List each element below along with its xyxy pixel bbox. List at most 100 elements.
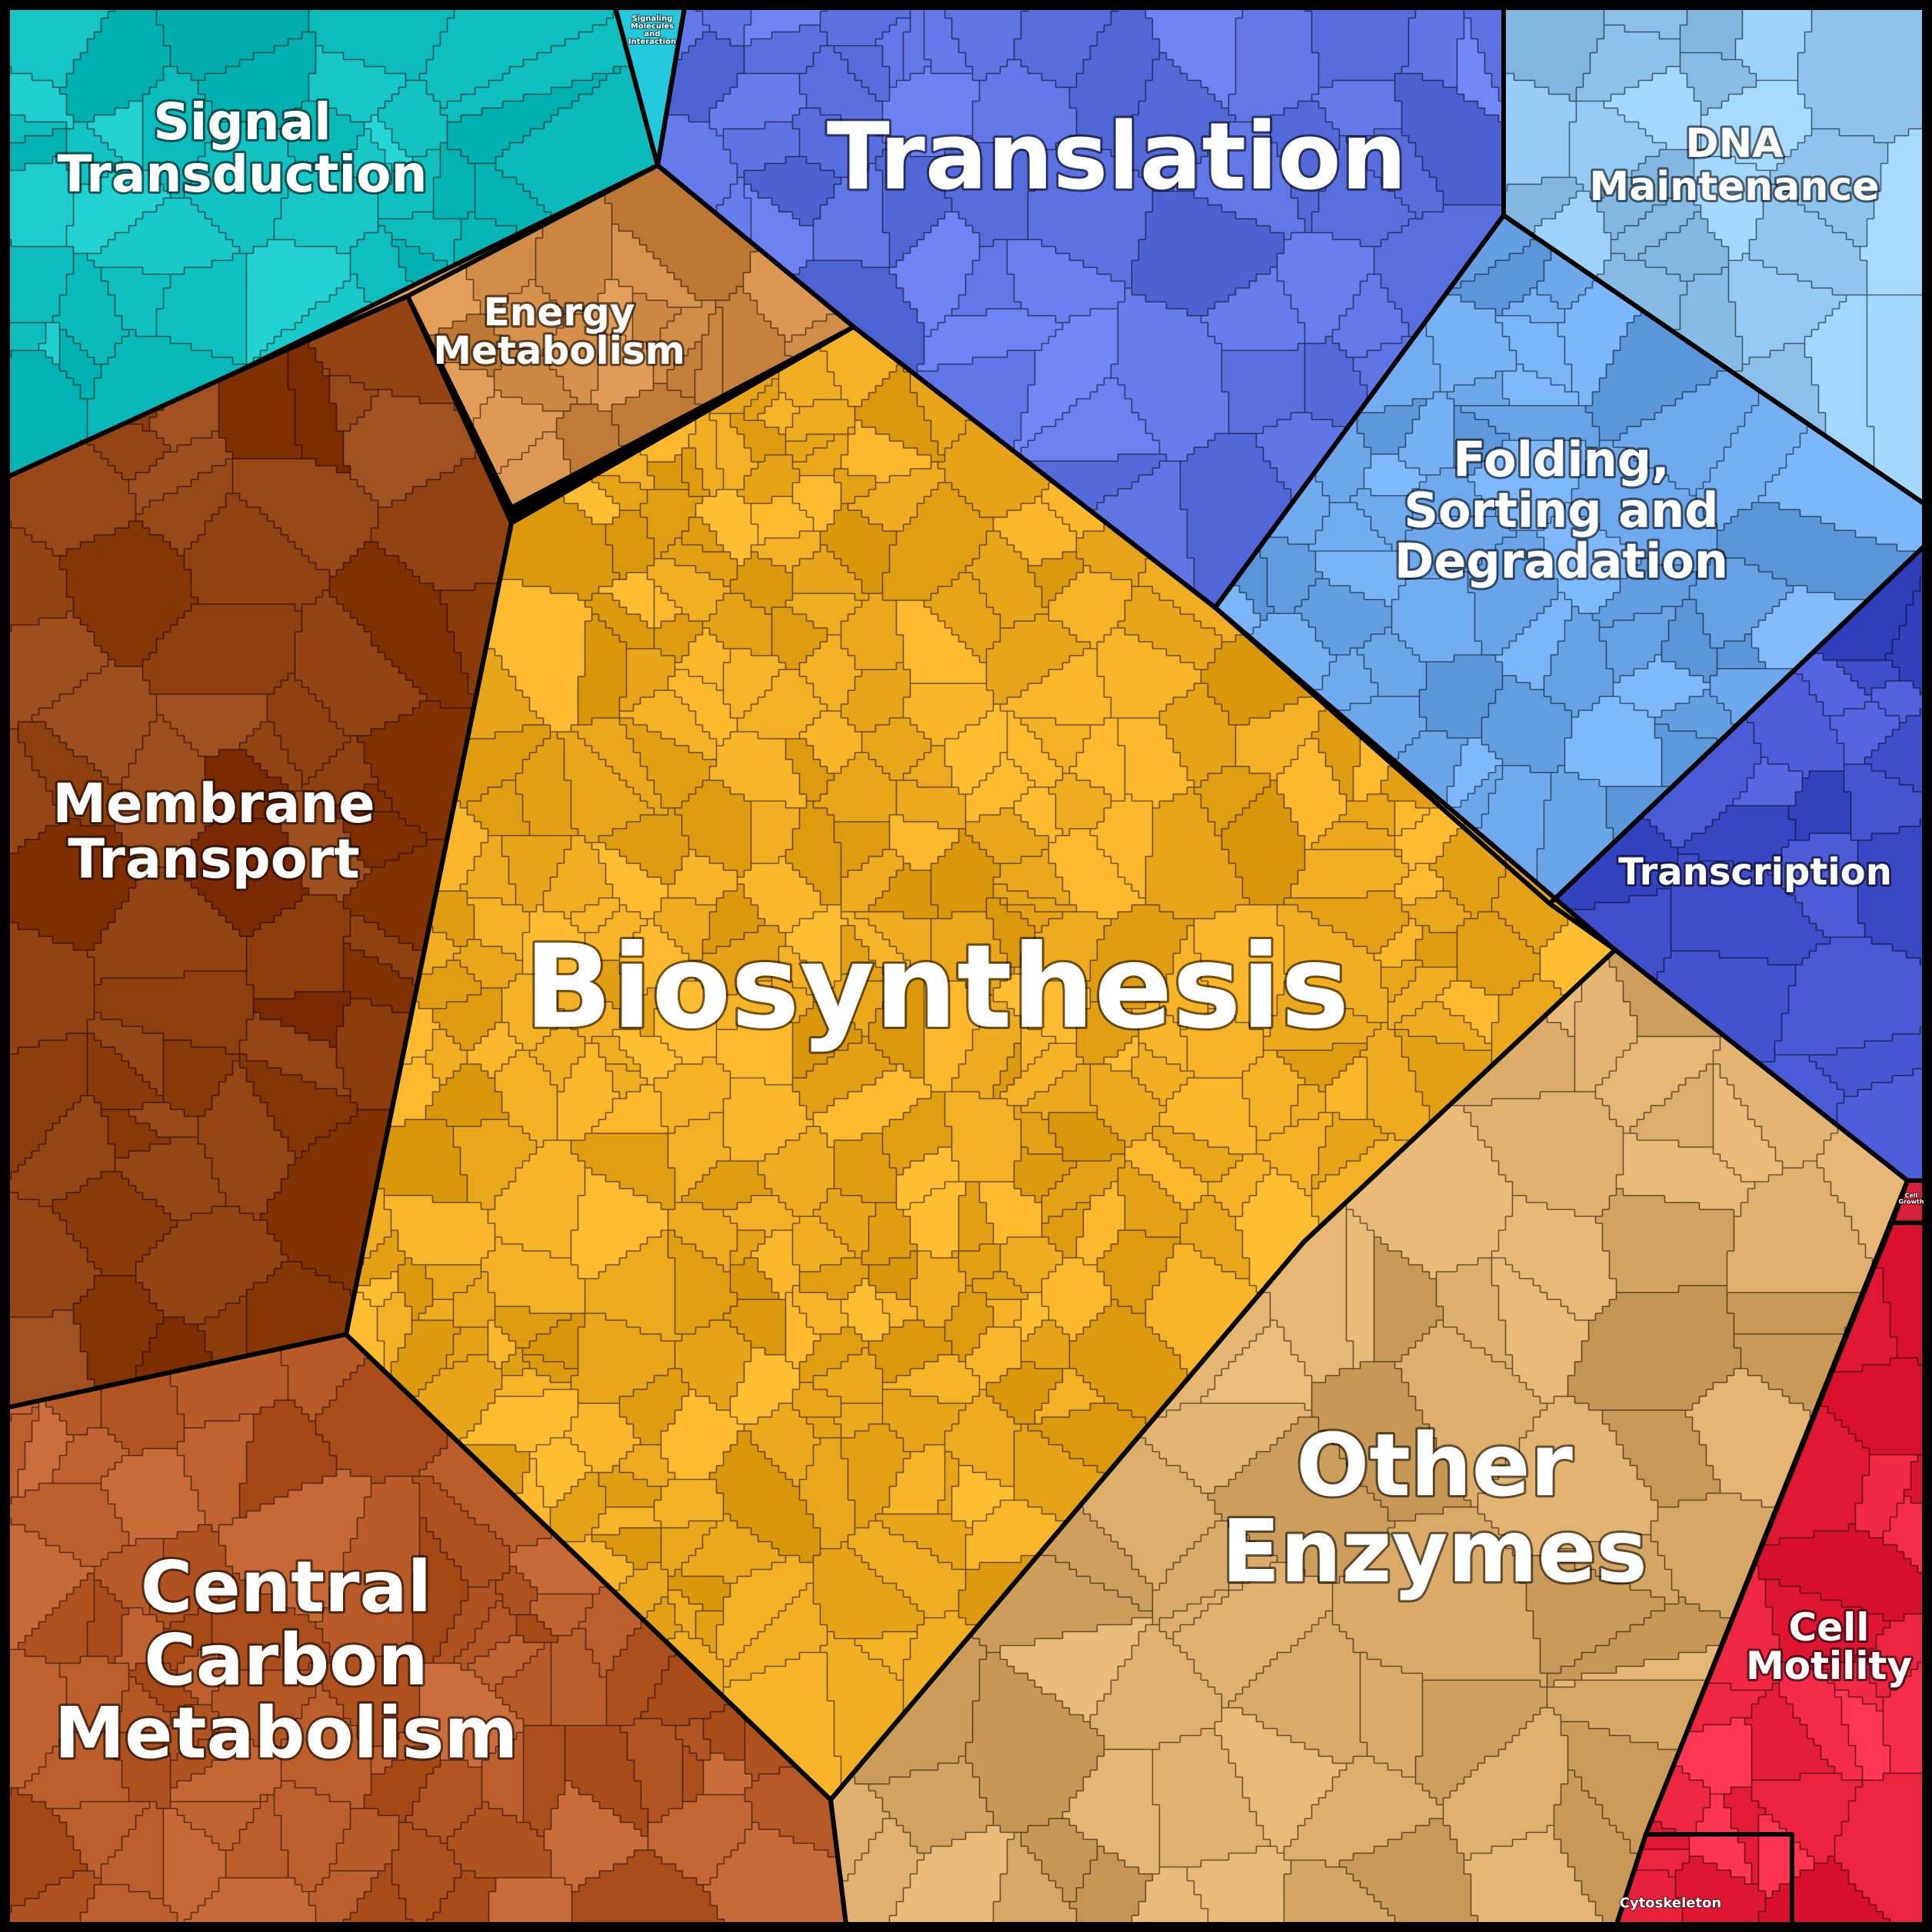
voronoi-cell bbox=[723, 1583, 828, 1687]
voronoi-cell bbox=[1014, 1105, 1063, 1154]
voronoi-cell bbox=[232, 458, 378, 577]
voronoi-cell bbox=[52, 1801, 150, 1878]
voronoi-cell bbox=[281, 306, 351, 473]
label-central-carbon: Central Carbon Metabolism bbox=[55, 1546, 518, 1774]
voronoi-cell bbox=[1315, 551, 1406, 607]
voronoi-cell bbox=[1180, 1008, 1264, 1078]
voronoi-cell bbox=[1809, 1027, 1924, 1097]
voronoi-cell bbox=[156, 8, 309, 81]
voronoi-cell bbox=[1124, 1133, 1208, 1210]
voronoi-cell bbox=[488, 1877, 572, 1924]
voronoi-cell bbox=[1779, 1662, 1863, 1780]
voronoi-cell bbox=[1447, 225, 1565, 316]
voronoi-cell bbox=[1481, 675, 1572, 773]
voronoi-cell bbox=[619, 1368, 689, 1445]
voronoi-cell bbox=[32, 659, 157, 784]
voronoi-cell bbox=[1774, 937, 1924, 1055]
voronoi-cell bbox=[875, 18, 911, 88]
label-line: Other bbox=[1296, 1416, 1573, 1516]
voronoi-cell bbox=[356, 1271, 398, 1307]
voronoi-cell bbox=[1097, 628, 1201, 718]
voronoi-cell bbox=[8, 922, 95, 1054]
voronoi-cell bbox=[432, 988, 502, 1051]
voronoi-cell bbox=[8, 611, 108, 729]
voronoi-cell bbox=[115, 1677, 171, 1740]
voronoi-cell bbox=[59, 1656, 129, 1733]
voronoi-cell bbox=[1304, 8, 1416, 88]
voronoi-cell bbox=[1597, 149, 1701, 240]
voronoi-cell bbox=[135, 458, 233, 556]
voronoi-cell bbox=[481, 1237, 585, 1314]
voronoi-cell bbox=[101, 1448, 205, 1546]
voronoi-cell bbox=[1394, 73, 1504, 205]
voronoi-cell bbox=[668, 1230, 738, 1334]
voronoi-cell bbox=[1346, 128, 1444, 219]
voronoi-cell bbox=[488, 1140, 585, 1258]
voronoi-cell bbox=[170, 818, 309, 937]
voronoi-cell bbox=[557, 981, 620, 1044]
voronoi-cell bbox=[709, 413, 758, 490]
voronoi-cell bbox=[1131, 1043, 1194, 1106]
voronoi-cell bbox=[1613, 655, 1710, 718]
voronoi-cell bbox=[1680, 52, 1757, 115]
voronoi-cell bbox=[1447, 371, 1510, 406]
voronoi-cell bbox=[591, 279, 633, 342]
label-translation: Translation bbox=[827, 104, 1407, 211]
voronoi-cell bbox=[1014, 911, 1111, 981]
voronoi-cell bbox=[730, 1230, 765, 1265]
voronoi-cell bbox=[668, 1590, 703, 1639]
voronoi-cell bbox=[184, 493, 330, 611]
voronoi-cell bbox=[1735, 8, 1812, 81]
voronoi-cell bbox=[778, 946, 828, 1002]
voronoi-cell bbox=[1021, 1320, 1070, 1369]
voronoi-cell bbox=[1090, 1624, 1222, 1750]
voronoi-cell bbox=[1284, 1756, 1444, 1867]
voronoi-cell bbox=[557, 731, 655, 843]
voronoi-cell bbox=[993, 974, 1091, 1044]
voronoi-cell bbox=[951, 994, 1021, 1099]
voronoi-cell bbox=[1159, 925, 1208, 1030]
voronoi-cell bbox=[744, 156, 841, 226]
voronoi-cell bbox=[239, 1012, 351, 1096]
voronoi-cell bbox=[1502, 288, 1565, 323]
voronoi-cell bbox=[1401, 891, 1471, 933]
voronoi-cell bbox=[308, 1870, 378, 1924]
voronoi-cell bbox=[785, 904, 848, 988]
voronoi-cell bbox=[854, 1631, 918, 1681]
voronoi-cell bbox=[18, 1732, 129, 1809]
voronoi-cell bbox=[1398, 516, 1517, 579]
voronoi-cell bbox=[1173, 1562, 1333, 1708]
voronoi-cell bbox=[841, 911, 918, 981]
voronoi-cell bbox=[94, 971, 254, 1054]
voronoi-cell bbox=[744, 1403, 821, 1487]
voronoi-cell bbox=[785, 593, 862, 635]
voronoi-cell bbox=[744, 378, 779, 421]
voronoi-cell bbox=[1611, 184, 1701, 261]
voronoi-cell bbox=[1242, 1050, 1305, 1141]
voronoi-cell bbox=[1000, 898, 1063, 933]
voronoi-cell bbox=[1235, 690, 1326, 781]
voronoi-cell bbox=[1021, 1022, 1056, 1071]
voronoi-cell bbox=[1571, 440, 1717, 572]
voronoi-cell bbox=[18, 1573, 95, 1664]
voronoi-cell bbox=[1834, 1773, 1924, 1924]
voronoi-cell bbox=[751, 531, 821, 573]
voronoi-cell bbox=[1270, 101, 1340, 233]
voronoi-cell bbox=[1152, 1728, 1271, 1867]
voronoi-cell bbox=[308, 8, 455, 81]
voronoi-cell bbox=[1350, 488, 1413, 551]
voronoi-cell bbox=[8, 521, 74, 632]
voronoi-cell bbox=[619, 988, 661, 1037]
voronoi-cell bbox=[944, 1091, 1021, 1182]
voronoi-cell bbox=[515, 731, 578, 836]
voronoi-cell bbox=[831, 1770, 890, 1902]
voronoi-cell bbox=[854, 911, 931, 974]
label-cell-motility: Cell Motility bbox=[1746, 1605, 1912, 1688]
voronoi-cell bbox=[695, 489, 758, 566]
voronoi-cell bbox=[1048, 828, 1146, 919]
voronoi-cell bbox=[917, 308, 1063, 371]
voronoi-cell bbox=[446, 1327, 488, 1369]
voronoi-cell bbox=[647, 455, 689, 490]
voronoi-cell bbox=[101, 1109, 171, 1158]
voronoi-cell bbox=[1076, 1001, 1139, 1064]
